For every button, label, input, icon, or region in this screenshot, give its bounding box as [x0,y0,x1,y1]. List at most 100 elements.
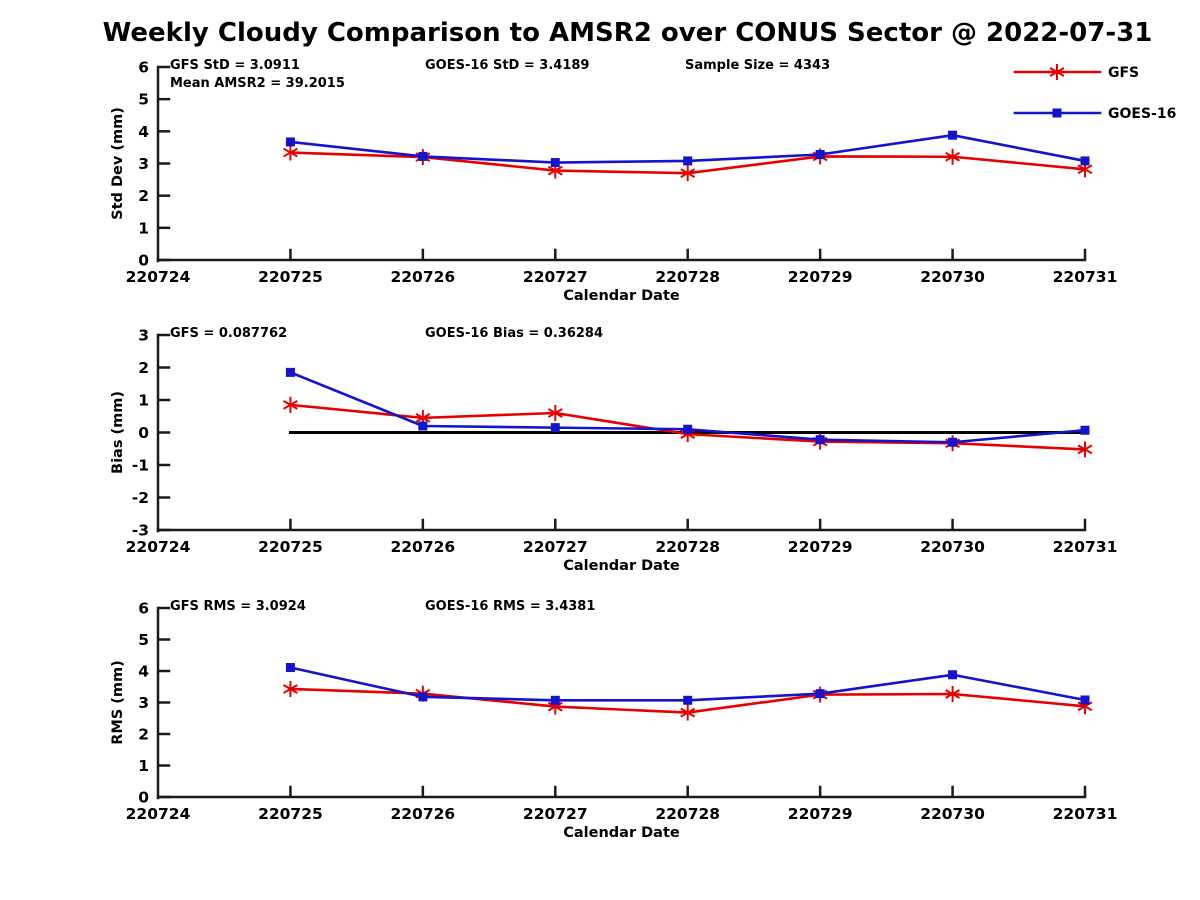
data-point-asterisk [283,680,298,697]
data-point-square [418,151,428,161]
x-tick-label: 220725 [258,268,323,286]
y-tick-label: -1 [132,457,149,475]
y-tick-label: 2 [138,359,149,377]
legend-label: GFS [1108,65,1139,81]
y-tick-label: 5 [138,91,149,109]
y-axis-label: Bias (mm) [110,391,126,474]
stat-annotation: GOES-16 StD = 3.4189 [425,58,589,73]
data-point-square [1080,156,1090,166]
data-point-square [815,435,825,445]
x-tick-label: 220728 [655,538,720,556]
stat-annotation: GOES-16 Bias = 0.36284 [425,326,603,341]
data-point-square [1080,425,1090,435]
stat-annotation: GFS = 0.087762 [170,326,287,341]
y-tick-label: -2 [132,489,149,507]
legend-item-gfs: GFS [1013,64,1139,81]
stddev-chart: 0 1 2 3 4 5 6 220724 220725 220726 220727 220728 220… [110,58,1118,304]
x-tick-label: 220727 [523,268,588,286]
data-point-square [1080,695,1090,705]
data-point-square [948,437,958,447]
x-tick-label: 220729 [788,538,853,556]
series-goes-16 [285,130,1090,168]
y-axis-label: RMS (mm) [110,660,126,745]
y-tick-label: 6 [138,600,149,618]
data-point-square [1052,108,1062,118]
data-point-square [683,156,693,166]
data-point-asterisk [1049,64,1065,80]
legend-label: GOES-16 [1108,106,1176,122]
y-tick-label: 4 [138,663,149,681]
data-point-square [550,695,560,705]
data-point-square [285,137,295,147]
legend: GFS GOES-16 [1013,64,1176,122]
y-tick-label: 1 [138,219,149,237]
x-tick-label: 220729 [788,268,853,286]
series-goes-16 [285,367,1090,447]
legend-item-goes-16: GOES-16 [1013,106,1176,122]
y-tick-label: 4 [138,123,149,141]
y-tick-label: 5 [138,631,149,649]
axes: -3 -2 -1 0 1 2 3 220724 220725 220726 220727 220728… [126,327,1118,557]
y-tick-label: 3 [138,155,149,173]
y-tick-label: 3 [138,327,149,345]
x-tick-label: 220730 [920,805,985,823]
x-tick-label: 220725 [258,805,323,823]
stat-annotation: GOES-16 RMS = 3.4381 [425,599,595,614]
x-axis-label: Calendar Date [563,558,680,574]
axes: 0 1 2 3 4 5 6 220724 220725 220726 220727 220728 220… [126,600,1118,824]
y-tick-label: 3 [138,694,149,712]
data-point-asterisk [547,405,563,421]
y-tick-label: 6 [138,59,149,77]
x-tick-label: 220728 [655,805,720,823]
data-point-asterisk [945,148,960,165]
data-point-square [948,130,958,140]
x-axis-label: Calendar Date [563,288,680,304]
y-tick-label: 1 [138,392,149,410]
x-axis-label: Calendar Date [563,825,680,841]
data-point-asterisk [283,144,298,161]
x-tick-label: 220729 [788,805,853,823]
bias-chart: -3 -2 -1 0 1 2 3 220724 220725 220726 220727 220728… [110,326,1118,574]
y-tick-label: -3 [132,522,149,540]
data-point-square [285,367,295,377]
data-point-square [815,149,825,159]
stat-annotation: GFS RMS = 3.0924 [170,599,306,614]
x-tick-label: 220731 [1053,538,1118,556]
data-point-square [815,689,825,699]
y-tick-label: 0 [138,424,149,442]
x-tick-label: 220724 [126,538,191,556]
data-point-asterisk [283,396,298,413]
data-point-square [418,421,428,431]
data-point-asterisk [945,685,960,702]
x-tick-label: 220724 [126,268,191,286]
y-tick-label: 0 [138,789,149,807]
data-point-asterisk [680,704,696,721]
data-point-square [948,670,958,680]
data-point-asterisk [1077,441,1093,458]
x-tick-label: 220727 [523,538,588,556]
x-tick-label: 220726 [390,538,455,556]
y-tick-label: 1 [138,757,149,775]
x-tick-label: 220725 [258,538,323,556]
y-tick-label: 0 [138,252,149,270]
data-point-square [683,424,693,434]
data-point-square [418,692,428,702]
data-point-square [550,158,560,168]
x-tick-label: 220730 [920,538,985,556]
y-axis-label: Std Dev (mm) [110,107,126,220]
x-tick-label: 220724 [126,805,191,823]
data-point-square [683,695,693,705]
x-tick-label: 220726 [390,805,455,823]
x-tick-label: 220730 [920,268,985,286]
stat-annotation: GFS StD = 3.0911 [170,58,300,73]
data-point-square [550,423,560,433]
series-goes-16 [285,663,1090,705]
x-tick-label: 220731 [1053,268,1118,286]
y-tick-label: 2 [138,726,149,744]
data-point-asterisk [680,165,696,182]
stat-annotation: Sample Size = 4343 [685,58,830,73]
data-point-square [285,663,295,673]
rms-chart: 0 1 2 3 4 5 6 220724 220725 220726 220727 220728 220… [110,599,1118,841]
axes: 0 1 2 3 4 5 6 220724 220725 220726 220727 220728 220… [126,59,1118,287]
